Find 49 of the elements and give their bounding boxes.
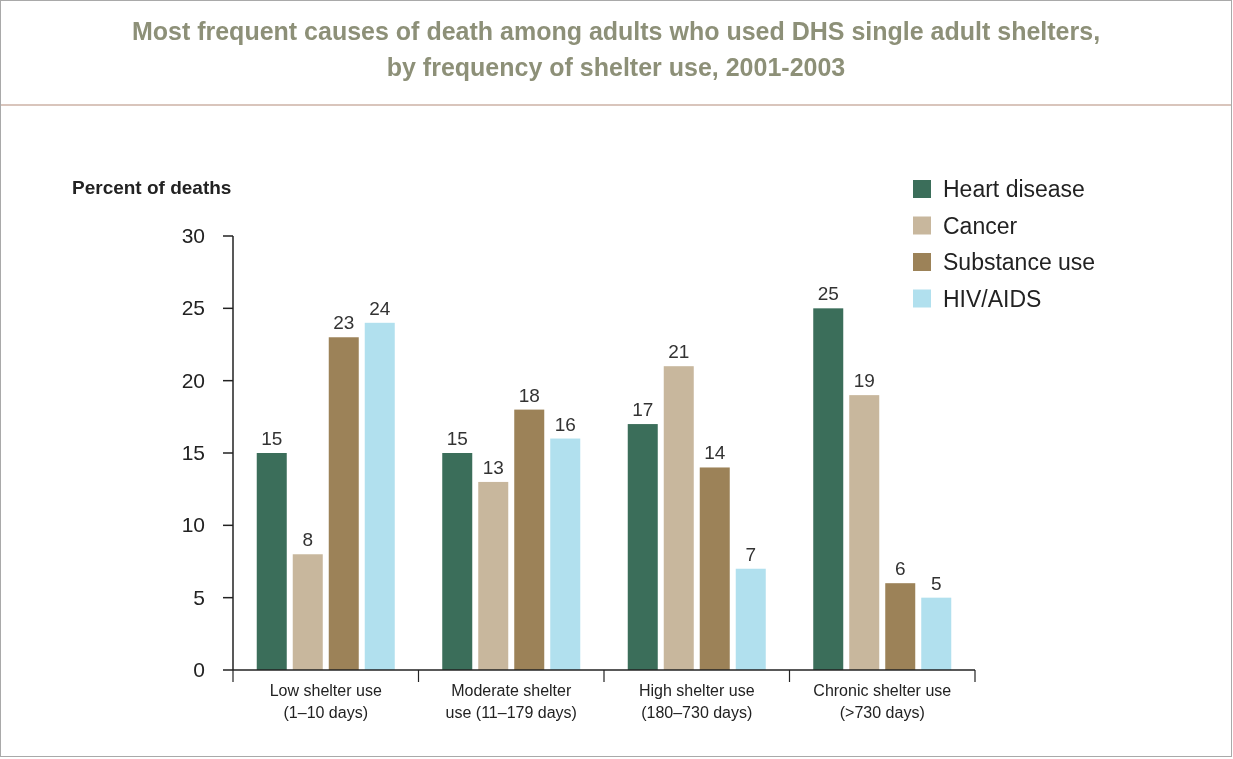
data-label: 17 [632, 399, 654, 421]
bar [292, 554, 323, 670]
bar [364, 322, 395, 670]
bar [550, 438, 581, 670]
y-tick-label: 10 [181, 513, 205, 537]
data-label: 6 [894, 558, 906, 580]
bar [813, 308, 844, 670]
legend-label: Cancer [943, 212, 1018, 239]
bar [849, 395, 880, 670]
y-tick-label: 25 [181, 296, 205, 320]
bar [699, 467, 730, 670]
data-label: 7 [745, 543, 757, 565]
data-label: 21 [668, 341, 690, 363]
bar [328, 337, 359, 670]
y-tick-label: 0 [193, 658, 205, 681]
data-label: 14 [704, 442, 726, 464]
x-tick-label: Moderate shelter use (11–179 days) [445, 682, 577, 721]
data-label: 15 [261, 428, 283, 449]
x-tick-label: Low shelter use (1–10 days) [269, 682, 382, 721]
y-axis-title: Percent of deaths [72, 177, 232, 198]
legend-label: Heart disease [943, 176, 1085, 202]
y-tick-label: 5 [193, 585, 205, 609]
data-label: 24 [369, 297, 391, 319]
data-label: 18 [518, 384, 540, 406]
bar [921, 597, 952, 670]
bar [514, 409, 545, 670]
bar [735, 568, 766, 670]
y-tick-label: 30 [181, 224, 205, 247]
legend-label: HIV/AIDS [943, 285, 1042, 312]
data-label: 23 [333, 312, 355, 334]
data-label: 5 [930, 572, 942, 594]
bar [663, 366, 694, 670]
bar [442, 453, 473, 670]
chart-title: Most frequent causes of death among adults who used DHS single adult shelters, by frequency of shelter use, 2001-2003 [131, 17, 1101, 81]
data-label: 25 [817, 283, 839, 305]
data-label: 16 [554, 413, 576, 435]
bar [885, 583, 916, 670]
data-label: 19 [853, 370, 875, 392]
data-label: 13 [482, 456, 504, 478]
y-tick-label: 20 [181, 368, 205, 392]
bar [256, 453, 287, 670]
x-tick-label: High shelter use (180–730 days) [638, 682, 755, 721]
y-tick-label: 15 [181, 441, 205, 464]
x-tick-label: Chronic shelter use (>730 days) [813, 682, 952, 721]
bar [627, 424, 658, 670]
data-label: 15 [446, 428, 468, 449]
bar [478, 481, 509, 670]
legend-label: Substance use [943, 249, 1096, 275]
data-label: 8 [302, 529, 314, 551]
